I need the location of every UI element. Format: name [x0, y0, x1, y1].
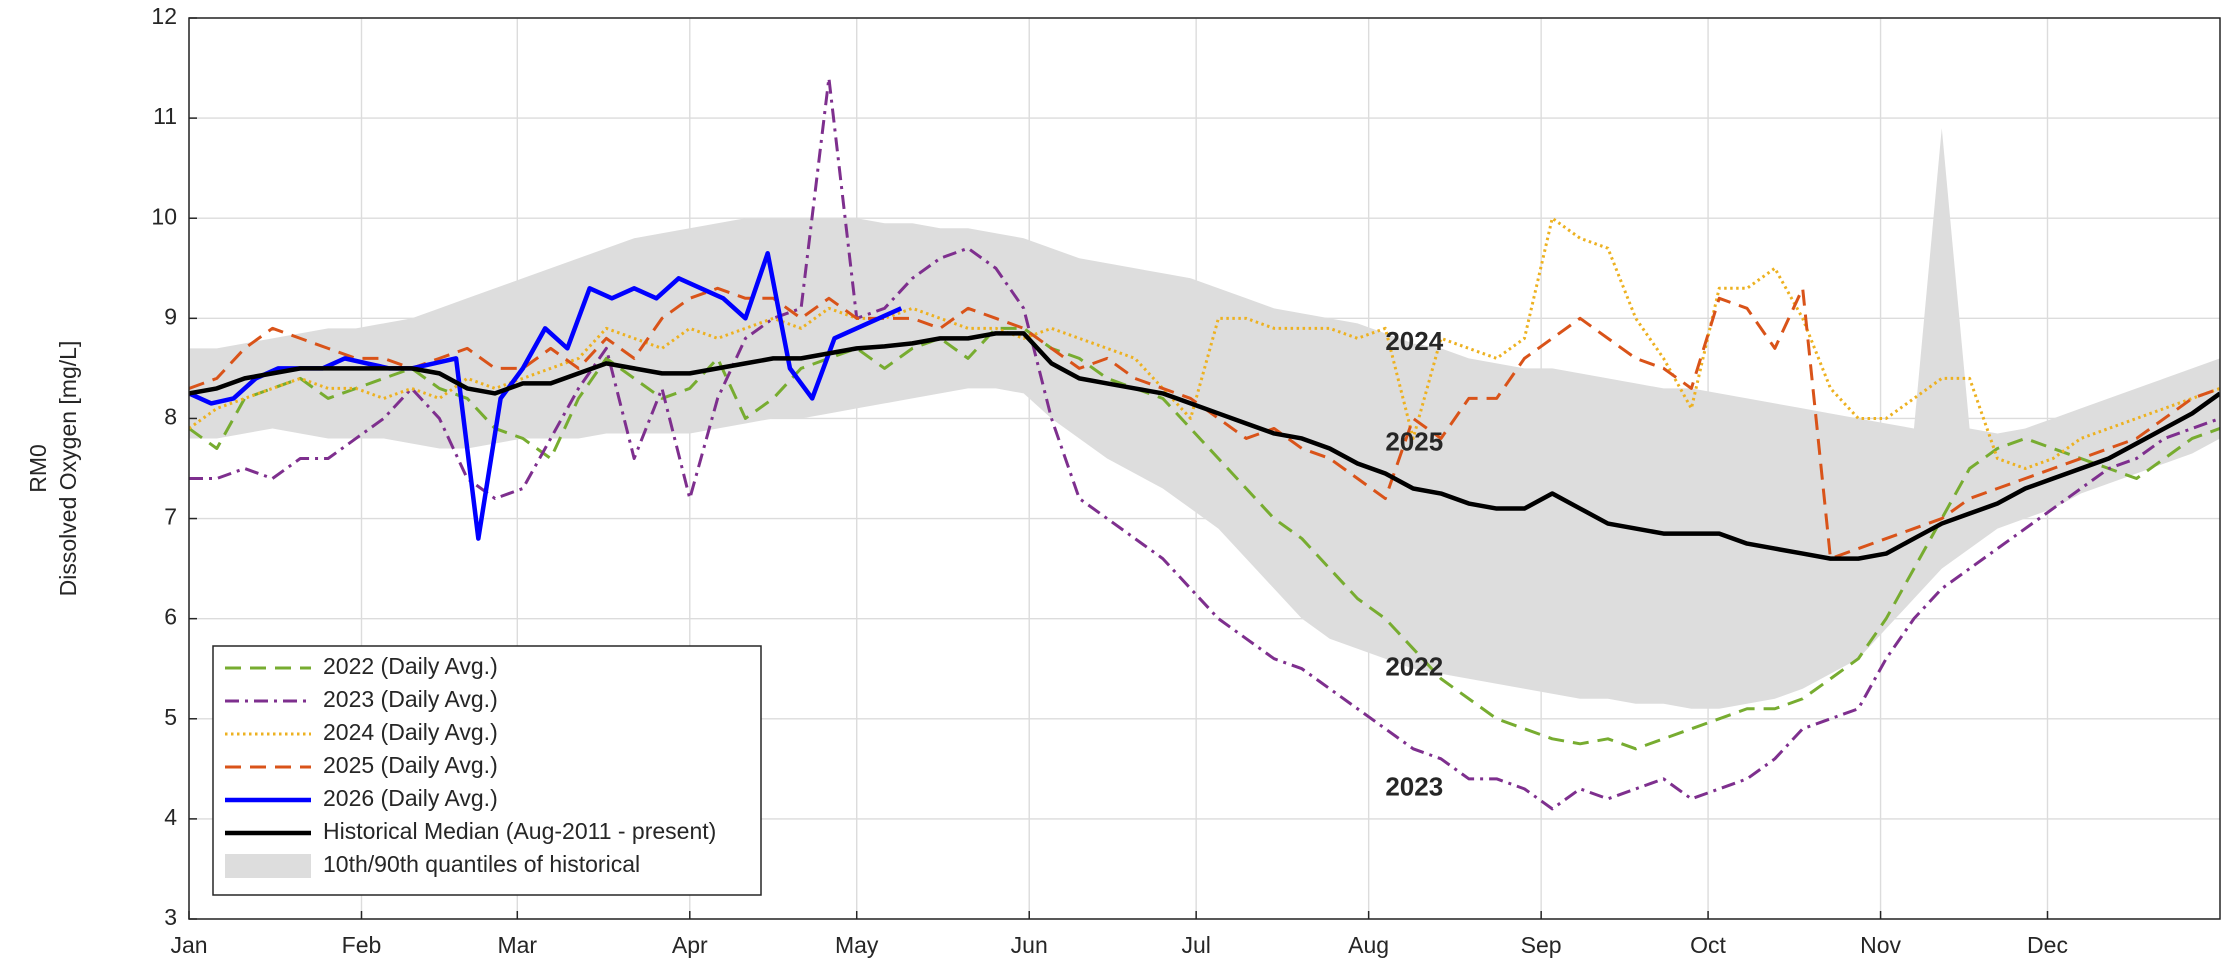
x-tick-label: Jul [1181, 932, 1210, 958]
y-tick-label: 6 [164, 604, 177, 630]
legend-label: 2026 (Daily Avg.) [323, 785, 498, 811]
y-axis-label: RM0 [25, 444, 51, 493]
x-tick-label: Jan [170, 932, 207, 958]
y-tick-label: 4 [164, 804, 177, 830]
y-tick-label: 12 [151, 3, 177, 29]
x-tick-label: Dec [2027, 932, 2068, 958]
plot-area [189, 76, 2220, 811]
x-tick-label: Sep [1521, 932, 1562, 958]
x-tick-label: Nov [1860, 932, 1901, 958]
x-tick-label: Oct [1690, 932, 1726, 958]
legend-label: 10th/90th quantiles of historical [323, 851, 640, 877]
legend-box [212, 645, 762, 896]
quantile-band [189, 128, 2220, 709]
annotation: 2022 [1385, 652, 1443, 682]
series-line [189, 216, 2220, 470]
legend-swatch [225, 854, 311, 878]
axes-box [188, 17, 2221, 920]
annotation: 2023 [1385, 772, 1443, 802]
legend-label: 2025 (Daily Avg.) [323, 752, 498, 778]
y-tick-label: 8 [164, 404, 177, 430]
legend-label: 2023 (Daily Avg.) [323, 686, 498, 712]
x-tick-label: Jun [1011, 932, 1048, 958]
legend: 2022 (Daily Avg.) 2023 (Daily Avg.) 2024 (… [212, 645, 762, 896]
annotations: 2024 2025 2022 2023 [1385, 326, 1443, 801]
annotation: 2025 [1385, 426, 1443, 456]
y-axis-label: Dissolved Oxygen [mg/L] [55, 341, 81, 597]
y-tick-label: 9 [164, 303, 177, 329]
x-tick-label: Apr [672, 932, 708, 958]
legend-label: Historical Median (Aug-2011 - present) [323, 818, 716, 844]
x-tick-label: Mar [497, 932, 537, 958]
x-tick-label: Aug [1348, 932, 1389, 958]
annotation: 2024 [1385, 326, 1443, 356]
y-tick-label: 3 [164, 904, 177, 930]
x-tick-label: May [835, 932, 879, 958]
y-tick-label: 7 [164, 504, 177, 530]
y-tick-label: 5 [164, 704, 177, 730]
legend-label: 2024 (Daily Avg.) [323, 719, 498, 745]
series-line [189, 326, 2220, 751]
x-tick-label: Feb [342, 932, 382, 958]
legend-label: 2022 (Daily Avg.) [323, 653, 498, 679]
y-tick-label: 10 [151, 203, 177, 229]
series-line [189, 331, 2220, 561]
y-tick-label: 11 [153, 103, 177, 129]
series-line [189, 76, 2220, 811]
